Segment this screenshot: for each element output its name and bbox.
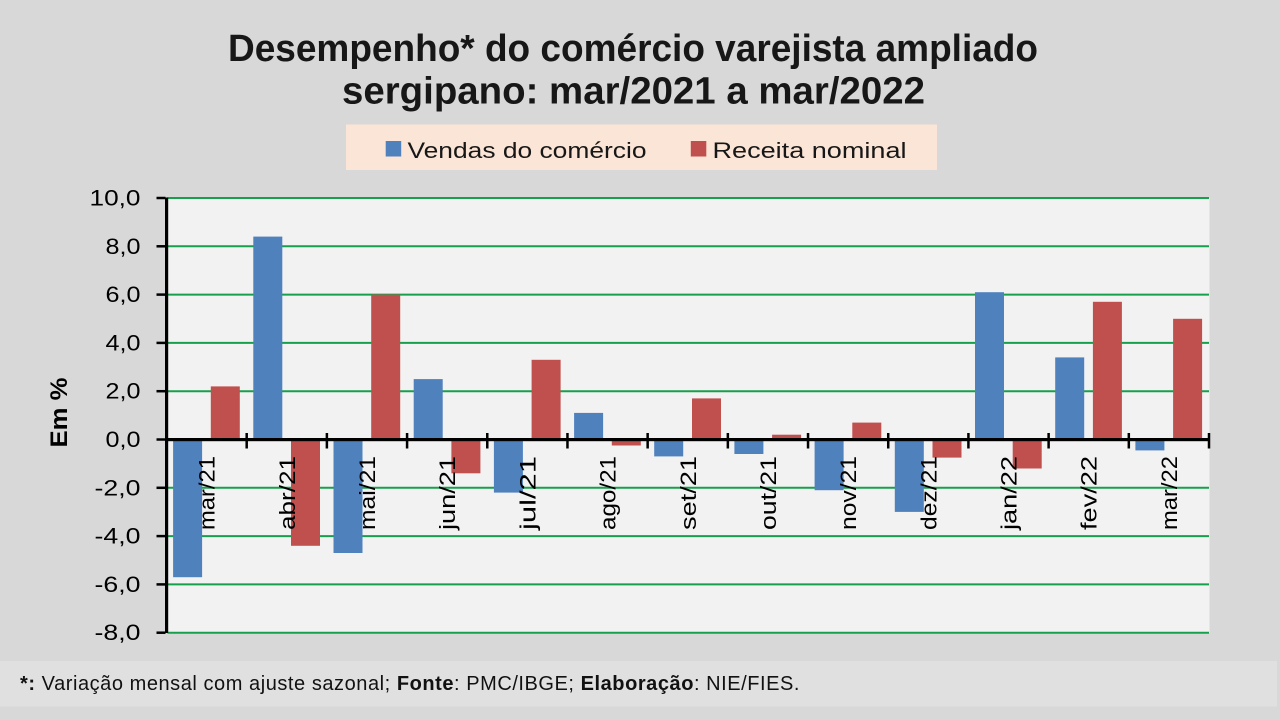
- svg-text:jun/21: jun/21: [435, 456, 460, 531]
- svg-text:Receita nominal: Receita nominal: [713, 138, 907, 163]
- svg-text:ago/21: ago/21: [596, 456, 621, 530]
- svg-text:nov/21: nov/21: [836, 456, 861, 530]
- svg-text:Vendas do comércio: Vendas do comércio: [408, 138, 647, 163]
- svg-text:4,0: 4,0: [106, 330, 141, 355]
- svg-text:sergipano: mar/2021 a mar/2022: sergipano: mar/2021 a mar/2022: [342, 71, 925, 113]
- svg-text:mai/21: mai/21: [355, 456, 380, 530]
- svg-text:jul/21: jul/21: [515, 456, 540, 531]
- svg-text:dez/21: dez/21: [916, 456, 941, 530]
- svg-text:2,0: 2,0: [106, 379, 141, 404]
- svg-text:-4,0: -4,0: [95, 524, 141, 549]
- svg-text:8,0: 8,0: [106, 234, 141, 259]
- svg-text:fev/22: fev/22: [1077, 456, 1102, 530]
- svg-text:Desempenho* do comércio vareji: Desempenho* do comércio varejista amplia…: [228, 28, 1038, 70]
- svg-text:6,0: 6,0: [106, 282, 141, 307]
- svg-text:set/21: set/21: [676, 456, 701, 530]
- svg-text:Em %: Em %: [46, 378, 73, 448]
- svg-text:abr/21: abr/21: [275, 456, 300, 530]
- svg-text:jan/22: jan/22: [997, 456, 1022, 531]
- svg-text:out/21: out/21: [756, 456, 781, 530]
- svg-text:*: Variação mensal com ajuste: *: Variação mensal com ajuste sazonal; F…: [20, 673, 800, 695]
- svg-text:-6,0: -6,0: [95, 572, 141, 597]
- svg-text:mar/21: mar/21: [195, 456, 220, 530]
- svg-text:0,0: 0,0: [106, 427, 141, 452]
- svg-text:mar/22: mar/22: [1157, 456, 1182, 530]
- svg-text:10,0: 10,0: [90, 186, 141, 211]
- svg-text:-8,0: -8,0: [95, 620, 141, 645]
- svg-text:-2,0: -2,0: [95, 475, 141, 500]
